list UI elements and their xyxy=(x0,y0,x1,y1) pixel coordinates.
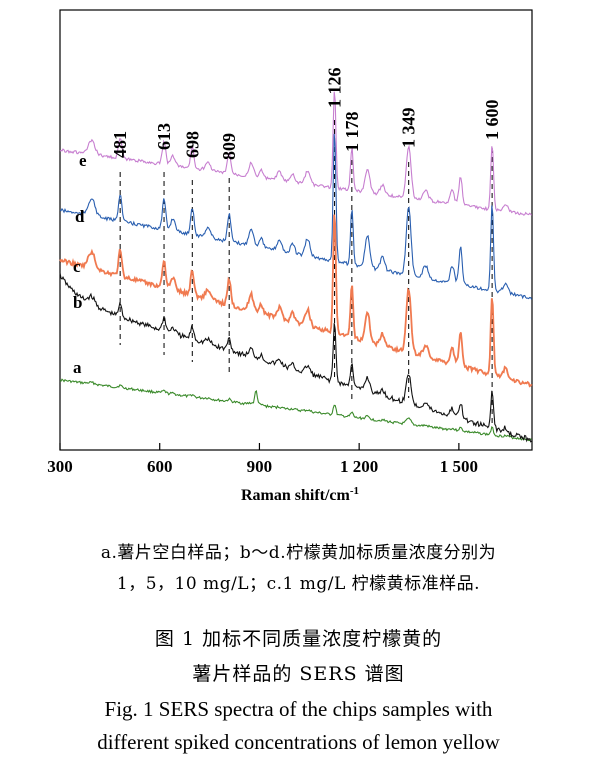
peak-lines xyxy=(119,120,493,425)
x-axis-ticks: 300 600 900 1 200 1 500 xyxy=(47,443,478,476)
series-group xyxy=(59,91,533,443)
series-line-a xyxy=(59,378,532,442)
series-label-b: b xyxy=(73,293,82,312)
figure-title-cn-line2: 薯片样品的 SERS 谱图 xyxy=(192,663,405,685)
peak-label: 1 600 xyxy=(482,100,502,141)
caption-note-line2: 1，5，10 mg/L；c.1 mg/L 柠檬黄标准样品. xyxy=(116,574,481,594)
x-tick-label: 600 xyxy=(147,457,173,476)
x-axis-title: Raman shift/cm-1 xyxy=(241,485,359,504)
series-line-e xyxy=(59,91,533,216)
peak-label: 1 126 xyxy=(325,68,345,109)
x-tick-label: 300 xyxy=(47,457,73,476)
series-label-e: e xyxy=(79,151,87,170)
peak-label: 1 178 xyxy=(342,112,362,153)
peak-labels: 481 613 698 809 1 126 1 178 1 349 1 600 xyxy=(110,68,502,161)
figure-title-en-line1: Fig. 1 SERS spectra of the chips samples… xyxy=(104,697,493,721)
series-line-c xyxy=(59,214,533,388)
series-label-a: a xyxy=(73,358,82,377)
series-line-d xyxy=(59,133,533,300)
caption-note-line1: a.薯片空白样品；b～d.柠檬黄加标质量浓度分别为 xyxy=(100,543,497,563)
series-line-b xyxy=(59,272,533,443)
plot-frame xyxy=(59,9,533,451)
series-labels: a bc d e xyxy=(73,151,87,377)
x-tick-label: 1 200 xyxy=(340,457,378,476)
peak-label: 698 xyxy=(182,131,202,158)
series-label-c: c xyxy=(73,257,81,276)
peak-label: 481 xyxy=(110,131,130,158)
series-label-d: d xyxy=(75,207,85,226)
peak-label: 613 xyxy=(154,123,174,150)
figure-title-cn-line1: 图 1 加标不同质量浓度柠檬黄的 xyxy=(154,628,443,650)
x-tick-label: 900 xyxy=(247,457,273,476)
raman-chart: a bc d e 481 613 698 809 1 126 1 178 1 349 1 600 3… xyxy=(47,9,533,504)
peak-label: 1 349 xyxy=(399,108,419,149)
peak-label: 809 xyxy=(219,133,239,160)
x-tick-label: 1 500 xyxy=(440,457,478,476)
figure-title-en-line2: different spiked concentrations of lemon… xyxy=(97,730,500,754)
